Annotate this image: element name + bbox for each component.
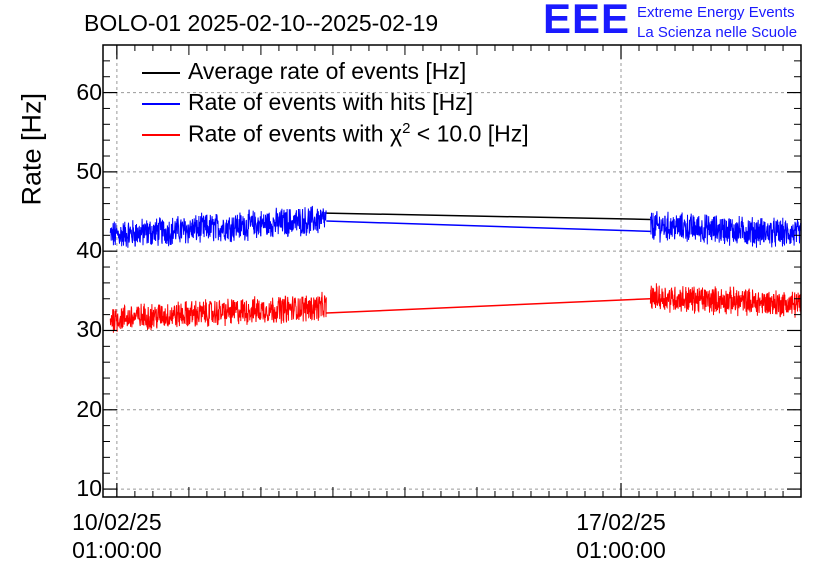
y-tick-label: 40 — [76, 237, 102, 264]
eee-logo: EEE — [543, 0, 631, 42]
series-layer — [109, 205, 801, 333]
series-noisy-segment — [109, 205, 327, 248]
legend-chi2-prefix: Rate of events with — [188, 120, 390, 147]
grid-lines — [103, 45, 801, 497]
legend-label-chi2: Rate of events with χ2 < 10.0 [Hz] — [188, 120, 529, 148]
series-line — [326, 212, 651, 221]
y-tick-label: 30 — [76, 316, 102, 343]
legend-swatch-average — [142, 72, 180, 74]
y-tick-label: 10 — [76, 475, 102, 502]
logo-line-1: Extreme Energy Events — [637, 4, 795, 21]
plot-frame — [102, 44, 802, 498]
legend-label-average: Average rate of events [Hz] — [188, 58, 467, 84]
x-tick-time: 01:00:00 — [576, 537, 666, 563]
x-tick-time: 01:00:00 — [72, 537, 162, 563]
x-tick-label: 17/02/25 01:00:00 — [551, 508, 691, 564]
legend-chi-symbol: χ — [390, 120, 403, 147]
series-gap-line — [326, 220, 651, 233]
legend-swatch-chi2 — [142, 134, 180, 136]
x-tick-date: 17/02/25 — [576, 509, 666, 535]
series-noisy-segment — [109, 291, 327, 333]
y-tick-label: 20 — [76, 395, 102, 422]
y-tick-label: 50 — [76, 157, 102, 184]
logo-line-2: La Scienza nelle Scuole — [637, 24, 798, 41]
series-gap-line — [326, 298, 651, 314]
series-noisy-segment — [649, 211, 801, 248]
y-tick-label: 60 — [76, 78, 102, 105]
series-noisy-segment — [649, 283, 801, 318]
x-tick-label: 10/02/25 01:00:00 — [47, 508, 187, 564]
series-0 — [326, 212, 651, 221]
x-tick-date: 10/02/25 — [72, 509, 162, 535]
series-1 — [109, 205, 801, 248]
axis-ticks — [103, 45, 801, 497]
legend-label-hits: Rate of events with hits [Hz] — [188, 89, 474, 115]
legend-chi-exponent: 2 — [402, 120, 411, 137]
legend-chi2-suffix: < 10.0 [Hz] — [410, 120, 529, 147]
series-2 — [109, 283, 801, 333]
legend-swatch-hits — [142, 103, 180, 105]
chart-title: BOLO-01 2025-02-10--2025-02-19 — [84, 10, 439, 36]
